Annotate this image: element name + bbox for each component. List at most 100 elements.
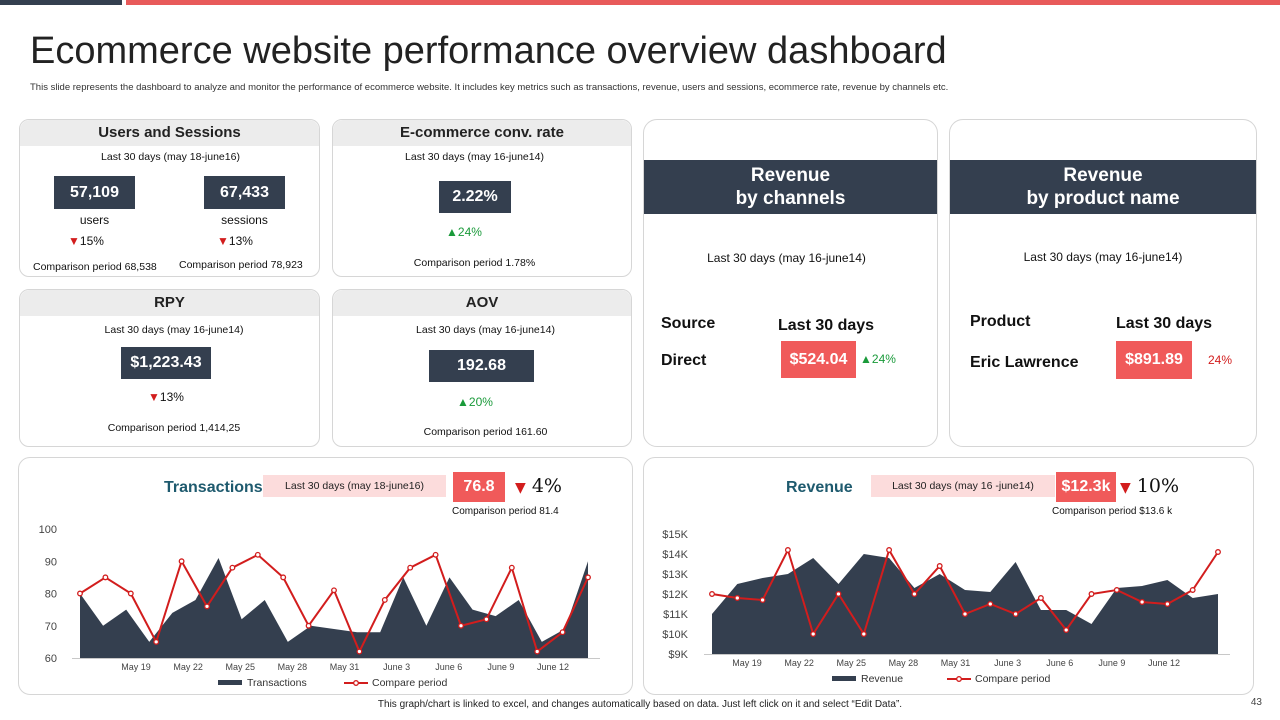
compare-point	[987, 601, 994, 607]
y-tick-label: 70	[45, 621, 57, 633]
revenue-product-header: Revenue by product name	[950, 160, 1256, 214]
legend-label: Transactions	[247, 677, 307, 689]
y-tick-label: 90	[45, 556, 57, 568]
aov-title: AOV	[333, 290, 631, 316]
revenue-channels-title-line2: by channels	[735, 188, 846, 209]
sessions-value: 67,433	[204, 176, 285, 209]
aov-comparison: Comparison period 161.60	[423, 426, 548, 438]
sessions-delta: ▼13%	[217, 234, 253, 248]
x-tick-label: May 22	[784, 658, 814, 668]
y-tick-label: 100	[39, 524, 57, 536]
legend-marker	[353, 680, 359, 686]
users-delta: ▼15%	[68, 234, 104, 248]
users-delta-value: 15%	[79, 234, 104, 248]
y-tick-label: $15K	[662, 529, 688, 541]
rpy-card: RPY Last 30 days (may 16-june14) $1,223.…	[19, 289, 320, 447]
compare-point	[178, 558, 185, 565]
legend-label: Revenue	[861, 673, 903, 685]
revenue-product-title-line1: Revenue	[1063, 165, 1143, 186]
revenue-delta-value: 10%	[1136, 475, 1180, 497]
aov-period: Last 30 days (may 16-june14)	[416, 324, 555, 336]
y-tick-label: 60	[45, 653, 57, 665]
aov-value: 192.68	[429, 350, 534, 382]
rpy-delta: ▼13%	[148, 390, 184, 404]
y-tick-label: $11K	[663, 609, 689, 621]
page-subtitle: This slide represents the dashboard to a…	[30, 82, 949, 93]
y-tick-label: $10K	[662, 629, 688, 641]
x-tick-label: May 19	[121, 662, 151, 672]
users-label: users	[79, 213, 110, 227]
down-arrow-icon: ▼	[148, 390, 160, 404]
compare-point	[1037, 595, 1044, 601]
compare-point	[356, 648, 363, 655]
users-sessions-title: Users and Sessions	[20, 120, 319, 146]
up-arrow-icon: ▲	[860, 352, 872, 366]
compare-point	[458, 622, 464, 629]
compare-point	[1164, 601, 1171, 607]
compare-point	[734, 595, 741, 601]
compare-point	[77, 590, 83, 597]
revenue-channels-delta-value: 24%	[871, 352, 896, 366]
legend-area-swatch	[218, 680, 242, 685]
revenue-product-row-delta: 24%	[1208, 353, 1233, 367]
revenue-product-col2-header: Last 30 days	[1116, 315, 1213, 332]
transactions-delta: ▼ 4%	[515, 475, 562, 497]
x-tick-label: May 19	[732, 658, 762, 668]
revenue-product-row-value: $891.89	[1116, 341, 1192, 379]
x-tick-label: May 25	[836, 658, 866, 668]
revenue-channels-col1-header: Source	[661, 315, 716, 332]
transactions-chart: 60 70 80 90 100 May 19 May 22 May 25 May 28 May 3…	[39, 524, 600, 689]
revenue-product-row-label: Eric Lawrence	[970, 354, 1079, 371]
compare-point	[810, 631, 817, 637]
top-accent-dark	[0, 0, 122, 5]
compare-point	[508, 564, 515, 571]
sessions-label: sessions	[221, 213, 268, 227]
revenue-comparison: Comparison period $13.6 k	[1052, 506, 1173, 517]
compare-point	[1088, 591, 1095, 597]
revenue-product-card: Revenue by product name Last 30 days (ma…	[949, 119, 1257, 447]
rpy-period: Last 30 days (may 16-june14)	[104, 324, 244, 336]
aov-card: AOV Last 30 days (may 16-june14) 192.68 …	[332, 289, 632, 447]
x-tick-label: June 6	[1046, 658, 1073, 668]
legend-marker	[956, 676, 962, 682]
aov-delta-value: 20%	[468, 395, 493, 409]
x-tick-label: June 12	[1148, 658, 1180, 668]
revenue-channels-title-line1: Revenue	[750, 165, 831, 186]
users-value: 57,109	[54, 176, 135, 209]
compare-point	[559, 629, 566, 636]
compare-point	[835, 591, 842, 597]
revenue-chart: $9K $10K $11K $12K $13K $14K $15K May 19 May 22 M…	[662, 529, 1230, 685]
sessions-comparison: Comparison period 78,923	[179, 259, 303, 271]
revenue-channels-header: Revenue by channels	[644, 160, 937, 214]
conv-rate-comparison: Comparison period 1.78%	[413, 257, 536, 269]
transactions-comparison: Comparison period 81.4	[452, 506, 559, 517]
down-arrow-icon: ▼	[1120, 480, 1131, 496]
compare-point	[280, 574, 287, 581]
transactions-delta-value: 4%	[531, 475, 562, 497]
conv-rate-title: E-commerce conv. rate	[333, 120, 631, 146]
users-sessions-period: Last 30 days (may 18-june16)	[101, 151, 240, 163]
compare-point	[1012, 611, 1019, 617]
compare-point	[229, 564, 236, 571]
compare-point	[1063, 627, 1070, 633]
x-tick-label: June 3	[383, 662, 410, 672]
compare-point	[331, 587, 337, 594]
aov-delta: ▲20%	[457, 395, 493, 409]
x-tick-label: May 25	[225, 662, 255, 672]
down-arrow-icon: ▼	[515, 480, 526, 496]
x-tick-label: June 12	[537, 662, 569, 672]
revenue-period-badge: Last 30 days (may 16 -june14)	[871, 475, 1055, 497]
x-tick-label: June 9	[487, 662, 514, 672]
down-arrow-icon: ▼	[68, 234, 80, 248]
y-tick-label: $14K	[662, 549, 688, 561]
x-tick-label: June 3	[994, 658, 1021, 668]
series-area-transactions	[80, 558, 588, 658]
revenue-channels-row-delta: ▲24%	[860, 352, 896, 366]
page-number: 43	[1250, 697, 1262, 708]
compare-point	[585, 574, 591, 581]
rpy-title: RPY	[20, 290, 319, 316]
transactions-chart-card: Transactions Last 30 days (may 18-june16…	[18, 457, 633, 695]
sessions-delta-value: 13%	[228, 234, 253, 248]
compare-point	[1215, 549, 1221, 555]
revenue-channels-col2-header: Last 30 days	[778, 317, 875, 334]
